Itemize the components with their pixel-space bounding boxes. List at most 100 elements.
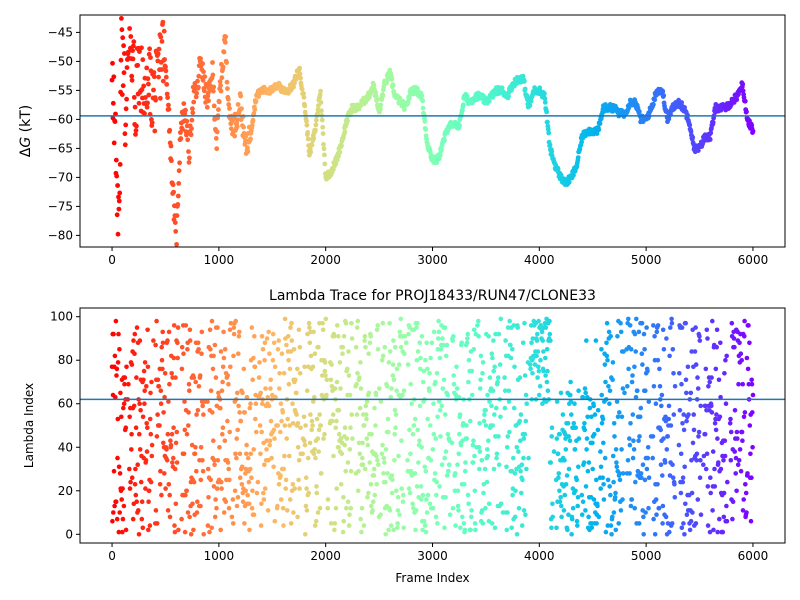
lambda-point [314,490,320,496]
lambda-point [746,323,751,328]
lambda-point [594,477,599,483]
lambda-point [329,418,335,424]
lambda-point [581,460,587,465]
lambda-point [545,388,551,394]
lambda-point [330,412,336,417]
lambda-point [734,488,739,494]
delta-g-point [220,64,226,70]
lambda-point [665,434,670,439]
lambda-point [249,475,254,481]
lambda-point [732,408,738,413]
lambda-point [333,505,339,511]
lambda-point [560,412,566,417]
lambda-point [470,442,476,448]
lambda-point [489,403,494,409]
lambda-point [246,479,252,485]
lambda-point [127,414,132,420]
delta-g-point [110,60,115,66]
lambda-point [408,381,414,387]
lambda-point [250,377,255,383]
lambda-point [713,427,719,433]
lambda-point [446,468,451,474]
lambda-point [185,510,191,515]
lambda-point [398,344,404,350]
lambda-point [610,360,616,365]
delta-g-point [146,81,151,87]
lambda-point [268,418,274,424]
lambda-point [506,388,512,394]
lambda-point [557,499,563,505]
lambda-point [329,362,334,367]
delta-g-point [200,61,206,66]
lambda-point [295,421,301,426]
lambda-point [645,445,651,450]
lambda-point [483,423,489,428]
lambda-point [617,471,622,476]
lambda-point [477,386,483,391]
delta-g-point [216,99,222,105]
lambda-point [266,403,272,409]
delta-g-point [311,135,317,141]
lambda-point [692,349,698,354]
lambda-point [705,523,711,528]
lambda-point [226,466,231,472]
lambda-point [382,344,388,350]
delta-g-point [245,145,250,151]
lambda-point [468,527,473,533]
lambda-point [230,497,236,502]
lambda-point [287,366,293,372]
lambda-point [360,440,365,446]
lambda-point [537,384,543,389]
lambda-point [637,414,643,420]
lambda-point [439,462,445,468]
lambda-point [498,414,503,420]
lambda-point [328,377,334,383]
lambda-point [390,373,396,378]
lambda-point [684,512,690,517]
lambda-point [733,455,739,461]
delta-g-point [132,104,138,110]
lambda-point [559,514,564,520]
lambda-point [244,442,249,448]
lambda-point [490,388,496,394]
delta-g-point [163,64,168,70]
lambda-point [720,529,726,535]
lambda-point [569,412,574,417]
delta-g-point [499,85,505,91]
lambda-point [154,318,159,324]
lambda-point [443,495,448,500]
lambda-point [134,375,139,380]
lambda-point [332,527,337,533]
lambda-point [208,388,214,394]
lambda-point [714,344,719,350]
lambda-point [555,451,561,457]
lambda-point [543,325,549,330]
lambda-point [297,344,303,350]
lambda-point [156,384,162,389]
lambda-point [582,427,587,433]
lambda-point [271,427,277,433]
lambda-point [698,512,704,517]
lambda-point [666,403,672,409]
lambda-point [481,418,487,424]
lambda-point [422,523,428,528]
lambda-point [684,390,689,396]
delta-g-point [235,117,241,123]
delta-g-point [190,106,195,112]
lambda-point [669,316,674,322]
lambda-point [286,334,291,339]
lambda-point [262,486,268,491]
lambda-point [614,460,619,465]
lambda-point [236,351,241,357]
lambda-point [535,375,540,380]
lambda-point [312,394,317,400]
lambda-point [428,458,434,463]
delta-g-point [546,130,552,136]
lambda-point [464,340,470,346]
lambda-point [548,338,553,343]
lambda-point [465,331,471,337]
lambda-point [153,342,158,348]
lambda-point [419,445,424,450]
delta-g-point [131,95,137,100]
lambda-point [586,514,591,520]
